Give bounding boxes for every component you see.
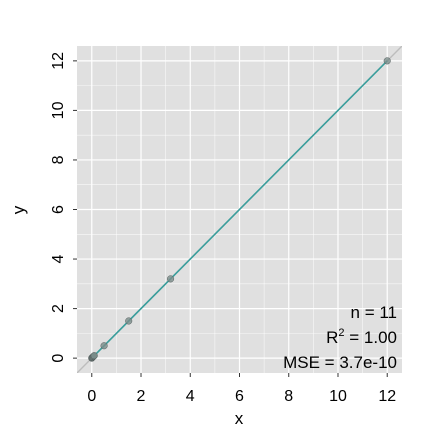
data-point bbox=[167, 275, 175, 283]
y-tick-label: 6 bbox=[50, 205, 67, 214]
y-tick-label: 10 bbox=[50, 101, 67, 119]
y-axis-title: y bbox=[9, 205, 28, 214]
x-tick-label: 4 bbox=[186, 388, 195, 405]
y-axis: 0 2 4 6 8 10 12 bbox=[50, 52, 77, 363]
points bbox=[88, 57, 391, 362]
r2-value: = 1.00 bbox=[345, 328, 397, 347]
y-tick-label: 4 bbox=[50, 254, 67, 263]
y-tick-label: 8 bbox=[50, 155, 67, 164]
grid bbox=[77, 46, 402, 373]
r2-annotation: R2 = 1.00 bbox=[326, 327, 397, 347]
r2-prefix: R bbox=[326, 328, 338, 347]
y-tick-label: 12 bbox=[50, 52, 67, 70]
n-annotation: n = 11 bbox=[351, 303, 397, 322]
data-point bbox=[125, 317, 133, 325]
x-tick-label: 12 bbox=[378, 388, 396, 405]
data-point bbox=[383, 57, 391, 65]
mse-annotation: MSE = 3.7e-10 bbox=[283, 353, 397, 372]
fit-line-group bbox=[91, 60, 388, 359]
x-axis-title: x bbox=[235, 409, 244, 428]
y-tick-label: 0 bbox=[50, 354, 67, 363]
x-tick-label: 8 bbox=[284, 388, 293, 405]
data-point bbox=[100, 342, 108, 350]
x-tick-label: 2 bbox=[137, 388, 146, 405]
x-tick-label: 6 bbox=[235, 388, 244, 405]
fit-line bbox=[91, 60, 388, 359]
y-tick-label: 2 bbox=[50, 304, 67, 313]
x-tick-label: 10 bbox=[329, 388, 347, 405]
r2-superscript: 2 bbox=[338, 327, 344, 339]
x-tick-label: 0 bbox=[87, 388, 96, 405]
data-point bbox=[90, 352, 98, 360]
stats-annotation: n = 11 R2 = 1.00 MSE = 3.7e-10 bbox=[283, 303, 397, 372]
x-axis: 0 2 4 6 8 10 12 bbox=[87, 373, 396, 405]
